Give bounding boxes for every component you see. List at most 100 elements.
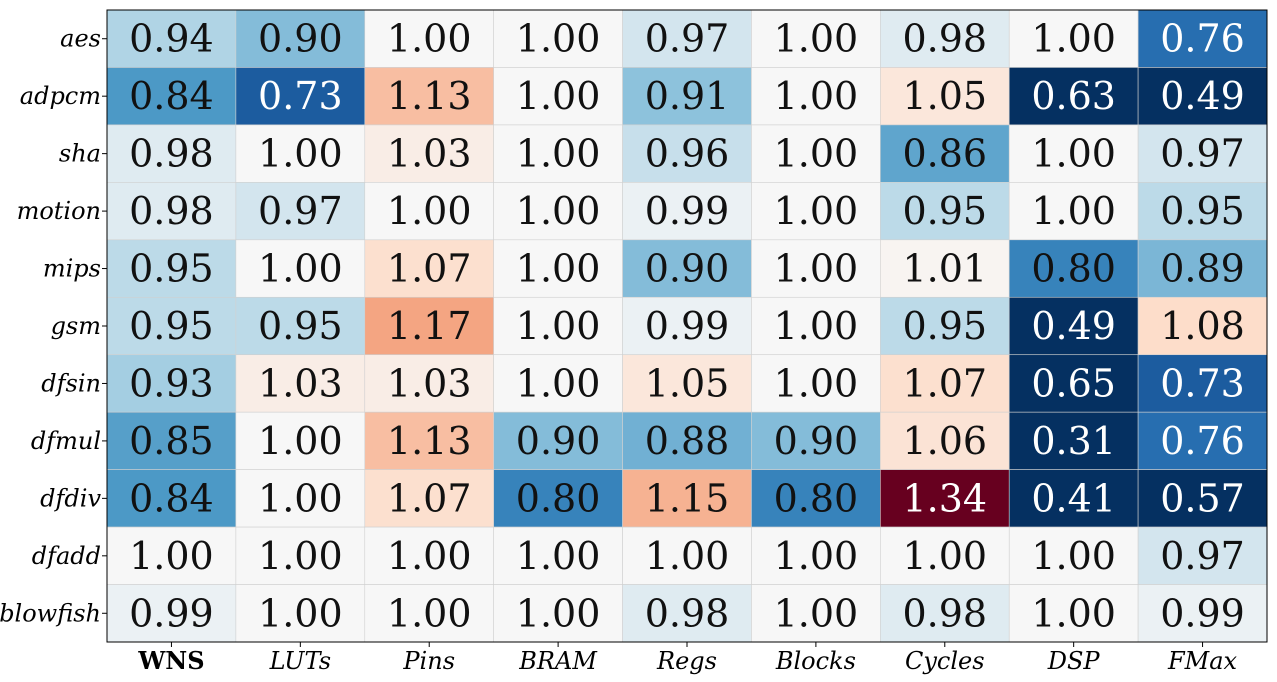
heatmap-cell: [364, 469, 494, 528]
x-tick-label: Cycles: [905, 647, 985, 675]
cell-value-label: 1.00: [387, 534, 472, 578]
cell-value-label: 0.91: [645, 74, 730, 118]
cell-value-label: 0.73: [1160, 361, 1245, 405]
heatmap-cell: [235, 526, 366, 585]
cell-value-label: 1.00: [387, 591, 472, 635]
cell-value-label: 1.00: [516, 74, 601, 118]
cell-value-label: 1.05: [645, 361, 730, 405]
heatmap-cell: [880, 354, 1010, 413]
cell-value-label: 0.65: [1031, 361, 1116, 405]
cell-value-label: 0.97: [258, 189, 343, 233]
heatmap-cell: [622, 411, 752, 470]
cell-value-label: 1.00: [774, 591, 859, 635]
cell-value-label: 0.63: [1031, 74, 1116, 118]
cell-value-label: 1.00: [516, 17, 601, 61]
heatmap-cell: [880, 526, 1010, 585]
heatmap-cell: [1008, 182, 1139, 241]
cell-value-label: 1.00: [774, 17, 859, 61]
heatmap-cell: [364, 124, 494, 183]
cell-value-label: 0.98: [129, 132, 214, 176]
cell-value-label: 1.00: [516, 361, 601, 405]
heatmap-cell: [106, 526, 237, 585]
cell-value-label: 0.49: [1160, 74, 1245, 118]
heatmap-cell: [622, 67, 752, 126]
cell-value-label: 1.13: [387, 74, 472, 118]
heatmap-cell: [622, 584, 752, 643]
heatmap-cell: [1137, 584, 1268, 643]
heatmap-cell: [235, 296, 366, 356]
cell-value-label: 0.99: [645, 189, 730, 233]
heatmap-cell: [751, 296, 881, 356]
heatmap-cell: [106, 67, 237, 126]
y-tick-label: motion: [17, 197, 101, 225]
heatmap-cell: [1008, 526, 1139, 585]
heatmap-cell: [1008, 9, 1139, 68]
heatmap-cell: [235, 354, 366, 413]
heatmap-cell: [493, 124, 623, 183]
cell-value-label: 1.00: [387, 189, 472, 233]
cell-value-label: 0.86: [902, 132, 987, 176]
heatmap-cell: [106, 411, 237, 470]
cell-value-label: 0.90: [516, 419, 601, 463]
cell-value-label: 0.95: [258, 304, 343, 348]
cell-value-label: 1.15: [645, 476, 730, 520]
cell-value-label: 0.95: [1160, 189, 1245, 233]
cell-value-label: 1.00: [1031, 189, 1116, 233]
cell-value-label: 1.07: [387, 247, 472, 291]
heatmap-cell: [622, 526, 752, 585]
cell-value-label: 1.00: [258, 476, 343, 520]
heatmap-cell: [364, 354, 494, 413]
heatmap-cell: [493, 584, 623, 643]
y-tick-label: aes: [60, 25, 101, 53]
cell-value-label: 0.76: [1160, 17, 1245, 61]
heatmap-cell: [751, 67, 881, 126]
heatmap-cell: [622, 354, 752, 413]
cell-value-label: 0.85: [129, 419, 214, 463]
heatmap-cell: [106, 469, 237, 528]
heatmap-cell: [622, 469, 752, 528]
heatmap-cell: [364, 296, 494, 356]
heatmap-cell: [493, 411, 623, 470]
cell-value-label: 1.00: [516, 132, 601, 176]
x-tick-label: Blocks: [775, 647, 856, 675]
heatmap-cell: [751, 526, 881, 585]
heatmap-cell: [751, 469, 881, 528]
cell-value-label: 1.00: [1031, 132, 1116, 176]
cell-value-label: 0.98: [902, 591, 987, 635]
cell-value-label: 0.84: [129, 74, 214, 118]
cell-value-label: 1.08: [1160, 304, 1245, 348]
cell-value-label: 1.00: [774, 304, 859, 348]
cell-value-label: 1.34: [902, 476, 987, 520]
x-tick-label: DSP: [1047, 647, 1101, 675]
cell-value-label: 0.96: [645, 132, 730, 176]
heatmap-cell: [880, 469, 1010, 528]
cell-value-label: 1.00: [774, 361, 859, 405]
x-tick-label: WNS: [137, 646, 204, 675]
cell-value-label: 1.00: [902, 534, 987, 578]
x-tick-label: BRAM: [518, 647, 598, 675]
heatmap-cell: [622, 124, 752, 183]
cell-value-label: 1.06: [902, 419, 987, 463]
heatmap-cell: [235, 469, 366, 528]
cell-value-label: 0.41: [1031, 476, 1116, 520]
heatmap-cell: [364, 67, 494, 126]
cell-value-label: 1.00: [387, 17, 472, 61]
heatmap-cell: [880, 124, 1010, 183]
cell-value-label: 1.00: [516, 591, 601, 635]
cell-value-label: 1.00: [516, 304, 601, 348]
cell-value-label: 1.00: [258, 132, 343, 176]
x-tick-label: Regs: [656, 647, 717, 675]
cell-value-label: 1.03: [387, 361, 472, 405]
heatmap-cell: [106, 296, 237, 356]
cell-value-label: 1.00: [516, 247, 601, 291]
cell-value-label: 0.80: [774, 476, 859, 520]
cell-value-label: 0.98: [645, 591, 730, 635]
cell-value-label: 1.03: [258, 361, 343, 405]
heatmap-cell: [1137, 296, 1268, 356]
heatmap-cell: [1008, 296, 1139, 356]
heatmap-cell: [880, 584, 1010, 643]
x-tick-label: LUTs: [269, 647, 331, 675]
cell-value-label: 0.73: [258, 74, 343, 118]
cell-value-label: 1.00: [129, 534, 214, 578]
